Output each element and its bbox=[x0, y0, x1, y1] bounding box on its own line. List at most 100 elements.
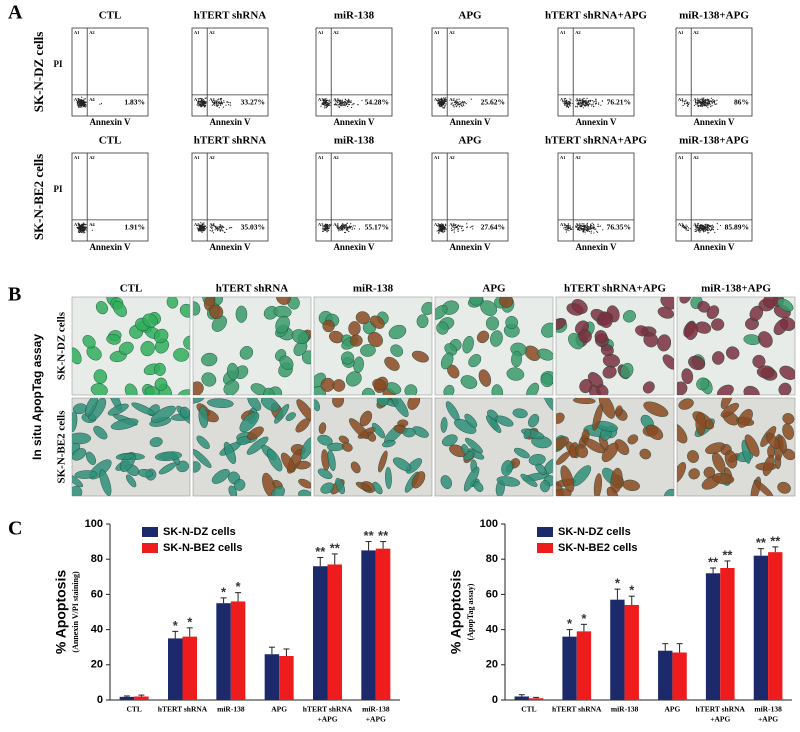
flow-event bbox=[326, 231, 328, 233]
cell bbox=[314, 386, 326, 395]
cell bbox=[296, 399, 311, 423]
flow-event bbox=[586, 225, 588, 227]
flow-event bbox=[694, 100, 696, 103]
cell bbox=[411, 471, 426, 489]
flow-event bbox=[602, 229, 604, 231]
flow-event bbox=[699, 98, 701, 100]
flow-event bbox=[705, 101, 707, 103]
flow-event bbox=[564, 229, 566, 231]
flow-event bbox=[346, 100, 349, 103]
flow-event bbox=[704, 230, 706, 233]
cell bbox=[540, 373, 553, 388]
cell bbox=[106, 333, 121, 345]
cell bbox=[575, 444, 589, 458]
cell bbox=[512, 408, 528, 419]
cell bbox=[743, 385, 760, 395]
flow-event bbox=[444, 106, 446, 108]
flow-event bbox=[576, 225, 578, 227]
cell bbox=[341, 442, 353, 452]
flow-event bbox=[453, 231, 455, 233]
cell bbox=[697, 301, 711, 313]
flow-event bbox=[352, 225, 354, 227]
flow-event bbox=[325, 227, 327, 229]
flow-event bbox=[327, 227, 329, 229]
flow-event bbox=[584, 103, 587, 105]
flow-event bbox=[584, 227, 586, 229]
flow-event bbox=[698, 105, 700, 107]
quadrant-label: A4 bbox=[209, 97, 215, 102]
y-tick-label: 20 bbox=[91, 659, 103, 671]
bar bbox=[313, 566, 328, 700]
cell bbox=[211, 469, 230, 484]
flow-event bbox=[586, 101, 588, 103]
cell bbox=[107, 403, 129, 416]
cell bbox=[412, 426, 429, 438]
cell bbox=[320, 482, 335, 494]
flow-event bbox=[708, 225, 710, 227]
flow-event bbox=[212, 232, 215, 234]
flow-event bbox=[450, 227, 453, 229]
cell bbox=[317, 434, 333, 446]
flow-event bbox=[203, 223, 205, 225]
cell bbox=[298, 489, 311, 496]
quadrant-label: A1 bbox=[74, 30, 80, 35]
flow-event bbox=[445, 97, 447, 99]
cell bbox=[435, 304, 448, 320]
flow-event bbox=[348, 227, 350, 229]
bar bbox=[216, 603, 231, 700]
flow-event bbox=[567, 105, 569, 108]
flow-event bbox=[587, 229, 589, 231]
cell bbox=[382, 439, 396, 448]
flow-event bbox=[696, 229, 698, 231]
x-tick-label: miR-138 bbox=[217, 705, 245, 714]
flow-event bbox=[704, 228, 706, 230]
flow-event bbox=[338, 101, 340, 103]
flow-event bbox=[340, 101, 342, 103]
flow-event bbox=[340, 105, 342, 107]
cell bbox=[285, 412, 296, 421]
cell bbox=[711, 472, 735, 485]
flow-event bbox=[600, 104, 602, 106]
cell bbox=[543, 398, 553, 413]
x-axis-label: Annexin V bbox=[449, 242, 491, 252]
quadrant-label: A4 bbox=[333, 222, 339, 227]
flow-event bbox=[329, 102, 331, 104]
quadrant-label: A4 bbox=[575, 222, 581, 227]
flow-event bbox=[337, 105, 339, 107]
cell bbox=[720, 398, 734, 409]
flow-event bbox=[85, 229, 87, 231]
flow-event bbox=[703, 227, 705, 229]
cell bbox=[90, 383, 108, 395]
bar bbox=[705, 573, 721, 700]
flow-event bbox=[590, 225, 592, 227]
flow-event bbox=[199, 229, 201, 231]
cell bbox=[86, 345, 102, 361]
cells bbox=[556, 398, 674, 496]
flow-event bbox=[329, 224, 331, 227]
bar bbox=[562, 636, 577, 700]
flow-event bbox=[580, 101, 582, 103]
flow-event bbox=[202, 226, 204, 229]
flow-event bbox=[328, 103, 330, 105]
flow-event bbox=[695, 228, 697, 230]
column-label: miR-138 bbox=[353, 283, 394, 295]
flow-event bbox=[459, 100, 461, 103]
flow-event bbox=[454, 100, 457, 103]
flow-event bbox=[199, 224, 201, 227]
quadrant-label: A1 bbox=[74, 155, 80, 160]
flow-event bbox=[219, 102, 221, 105]
cell bbox=[350, 461, 361, 474]
flow-event bbox=[100, 102, 103, 105]
flow-event bbox=[442, 231, 444, 233]
cell bbox=[491, 384, 504, 395]
quadrant-label: A3 bbox=[74, 97, 80, 102]
flow-event bbox=[201, 229, 204, 232]
flow-event bbox=[325, 100, 327, 102]
cell bbox=[72, 448, 87, 461]
flow-event bbox=[346, 229, 349, 232]
flow-event bbox=[580, 227, 582, 229]
flow-event bbox=[204, 106, 206, 108]
flow-event bbox=[203, 103, 205, 105]
cell bbox=[140, 340, 155, 357]
flow-event bbox=[460, 103, 462, 105]
